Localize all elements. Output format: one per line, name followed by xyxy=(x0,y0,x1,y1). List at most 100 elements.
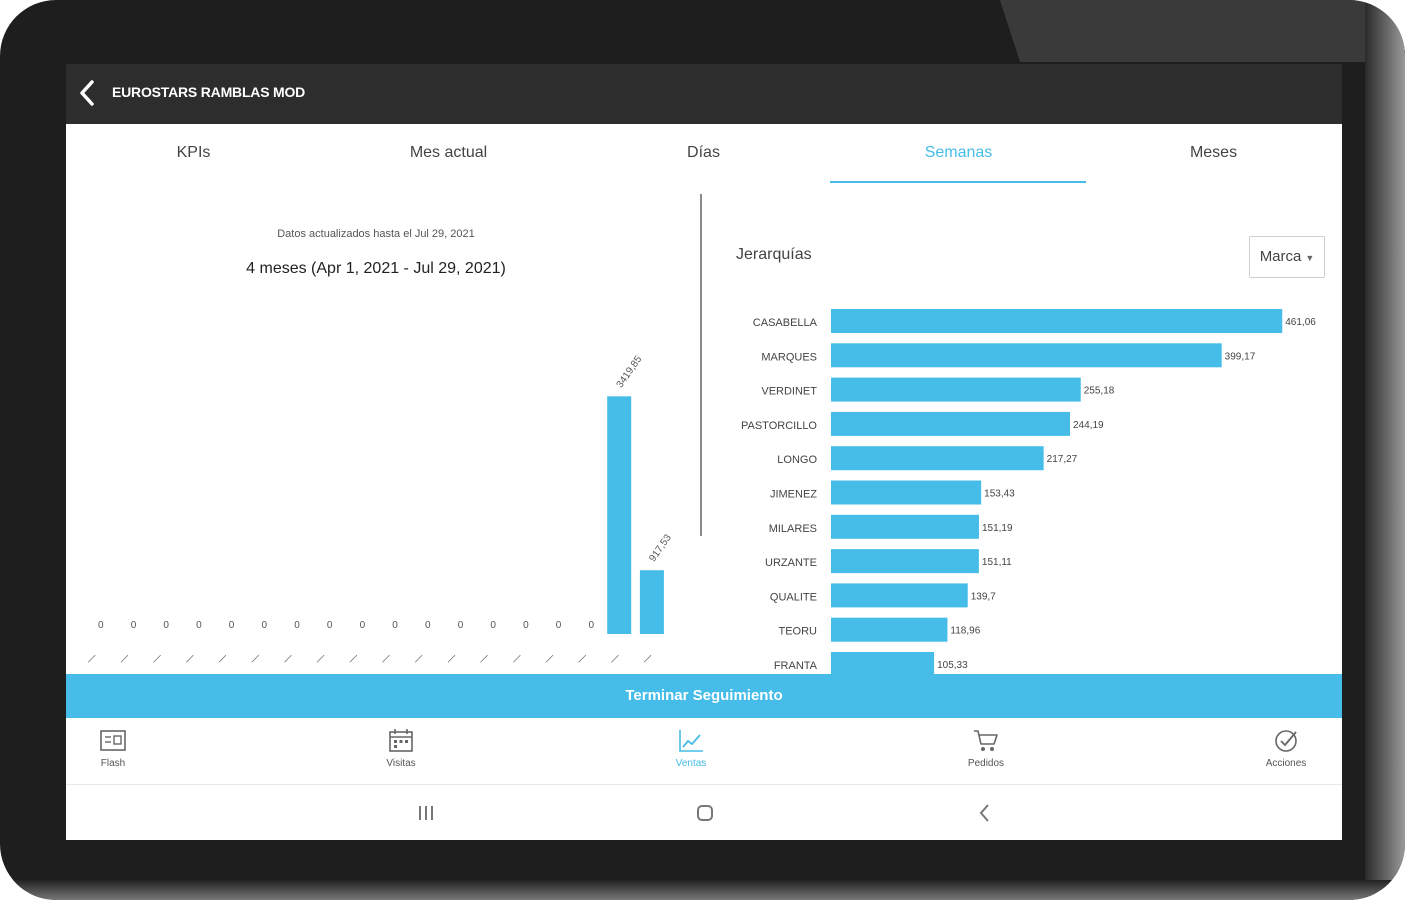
week-value-label: 0 xyxy=(327,620,333,631)
data-updated-text: Datos actualizados hasta el Jul 29, 2021 xyxy=(277,228,475,240)
end-tracking-button[interactable]: Terminar Seguimiento xyxy=(66,674,1342,718)
line-chart-icon xyxy=(679,730,703,752)
nav-item-visitas[interactable]: Visitas xyxy=(356,728,446,769)
week-tick-label: — xyxy=(411,651,426,666)
brand-category-label: PASTORCILLO xyxy=(741,420,817,432)
brand-value-label: 399,17 xyxy=(1225,351,1256,362)
nav-item-pedidos[interactable]: Pedidos xyxy=(941,728,1031,769)
app-title: EUROSTARS RAMBLAS MOD xyxy=(112,84,306,100)
brand-value-label: 105,33 xyxy=(937,660,968,671)
week-value-label: 0 xyxy=(425,620,431,631)
nav-item-flash[interactable]: Flash xyxy=(68,728,158,769)
brand-value-label: 244,19 xyxy=(1073,420,1104,431)
tab-dias[interactable]: Días xyxy=(687,144,720,161)
brand-bar xyxy=(831,446,1044,471)
brand-category-label: MARQUES xyxy=(761,351,817,363)
hierarchy-title: Jerarquías xyxy=(736,246,812,263)
tab-kpis[interactable]: KPIs xyxy=(176,144,211,161)
system-navigation-bar xyxy=(66,785,1342,840)
week-value-label: 0 xyxy=(262,620,268,631)
brand-bar xyxy=(831,411,1070,436)
recents-icon[interactable] xyxy=(412,799,440,827)
back-nav-icon[interactable] xyxy=(971,799,999,827)
brand-value-label: 151,11 xyxy=(982,557,1012,568)
tab-bar: KPIs Mes actual Días Semanas Meses xyxy=(66,124,1342,184)
brand-category-label: QUALITE xyxy=(770,591,817,603)
check-circle-icon xyxy=(1275,730,1297,752)
week-tick-label: — xyxy=(444,651,459,666)
week-value-label: 0 xyxy=(458,620,464,631)
week-tick-label: — xyxy=(215,651,230,666)
week-value-label: 0 xyxy=(163,620,169,631)
week-value-label: 0 xyxy=(556,620,562,631)
brand-bar-chart: CASABELLA 461,06 MARQUES 399,17 VERDINET 255,… xyxy=(741,309,1316,674)
brand-value-label: 118,96 xyxy=(950,626,980,637)
weekly-sales-chart: 0 — 0 — 0 — 0 — 0 — 0 — 0 — 0 — 0 — 0 — 0 — 0 — 0 — 0 — 0 — 0 — 3419,85 —… xyxy=(84,354,674,666)
week-value-label: 0 xyxy=(589,620,595,631)
brand-dropdown[interactable]: Marca ▼ xyxy=(1249,236,1325,278)
brand-bar xyxy=(831,377,1081,402)
week-value-label: 0 xyxy=(490,620,496,631)
brand-bar xyxy=(831,652,935,674)
tab-semanas[interactable]: Semanas xyxy=(924,144,993,161)
brand-bar xyxy=(831,514,979,539)
brand-bar xyxy=(831,549,979,574)
tab-mes-actual[interactable]: Mes actual xyxy=(409,144,488,161)
weekly-chart-panel: Datos actualizados hasta el Jul 29, 2021… xyxy=(66,184,702,674)
bottom-navigation: Flash Visitas xyxy=(66,718,1342,785)
week-tick-label: — xyxy=(84,651,99,666)
brand-value-label: 139,7 xyxy=(971,591,996,602)
week-value-label: 0 xyxy=(294,620,300,631)
brand-bar xyxy=(831,583,968,608)
calendar-icon xyxy=(389,729,413,752)
date-range-text: 4 meses (Apr 1, 2021 - Jul 29, 2021) xyxy=(246,260,506,277)
app-bar: EUROSTARS RAMBLAS MOD xyxy=(66,64,1342,124)
hierarchy-panel: Jerarquías Marca ▼ CASABELLA 461,06 MARQUES… xyxy=(706,184,1342,674)
brand-bar xyxy=(831,343,1222,368)
nav-label-visitas: Visitas xyxy=(386,758,416,769)
week-tick-label: — xyxy=(313,651,328,666)
cart-icon xyxy=(974,730,998,751)
week-tick-label: — xyxy=(150,651,165,666)
brand-bar xyxy=(831,480,982,505)
nav-label-ventas: Ventas xyxy=(675,758,707,769)
brand-category-label: VERDINET xyxy=(761,386,817,398)
nav-label-pedidos: Pedidos xyxy=(967,758,1005,769)
week-tick-label: — xyxy=(575,651,590,666)
week-value-label: 0 xyxy=(196,620,202,631)
week-tick-label: — xyxy=(281,651,296,666)
nav-item-ventas[interactable]: Ventas xyxy=(646,728,736,769)
nav-label-flash: Flash xyxy=(100,758,126,769)
week-value-label: 0 xyxy=(229,620,235,631)
week-tick-label: — xyxy=(477,651,492,666)
week-tick-label: — xyxy=(379,651,394,666)
brand-category-label: CASABELLA xyxy=(753,317,818,329)
week-bar xyxy=(639,570,664,634)
back-arrow-icon[interactable] xyxy=(72,78,102,108)
week-value-label: 917,53 xyxy=(647,532,674,564)
brand-category-label: URZANTE xyxy=(765,557,817,569)
brand-value-label: 153,43 xyxy=(984,489,1015,500)
week-value-label: 0 xyxy=(360,620,366,631)
tab-meses[interactable]: Meses xyxy=(1189,144,1238,161)
week-tick-label: — xyxy=(117,651,132,666)
week-value-label: 0 xyxy=(523,620,529,631)
week-tick-label: — xyxy=(608,651,623,666)
brand-value-label: 151,19 xyxy=(982,523,1013,534)
week-tick-label: — xyxy=(346,651,361,666)
week-value-label: 3419,85 xyxy=(615,354,645,390)
week-tick-label: — xyxy=(640,651,655,666)
week-bar xyxy=(607,396,632,634)
nav-item-acciones[interactable]: Acciones xyxy=(1241,728,1331,769)
week-value-label: 0 xyxy=(131,620,137,631)
brand-value-label: 255,18 xyxy=(1084,386,1115,397)
brand-value-label: 461,06 xyxy=(1285,317,1316,328)
bezel-reflection xyxy=(999,0,1405,62)
home-icon[interactable] xyxy=(691,799,719,827)
week-tick-label: — xyxy=(182,651,197,666)
chevron-down-icon: ▼ xyxy=(1305,253,1315,263)
week-tick-label: — xyxy=(542,651,557,666)
brand-value-label: 217,27 xyxy=(1047,454,1078,465)
brand-category-label: FRANTA xyxy=(774,660,818,672)
brand-category-label: MILARES xyxy=(769,523,817,535)
